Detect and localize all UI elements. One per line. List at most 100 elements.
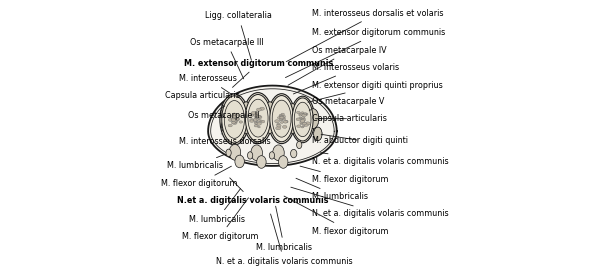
Ellipse shape	[247, 152, 253, 159]
Ellipse shape	[221, 120, 229, 132]
Ellipse shape	[296, 141, 302, 149]
Ellipse shape	[296, 118, 300, 121]
Ellipse shape	[272, 100, 291, 137]
Ellipse shape	[280, 116, 283, 118]
Text: M. abductor digiti quinti: M. abductor digiti quinti	[312, 134, 408, 145]
Ellipse shape	[302, 122, 307, 125]
Ellipse shape	[233, 118, 237, 120]
Ellipse shape	[258, 126, 260, 128]
Ellipse shape	[250, 120, 254, 122]
Ellipse shape	[257, 156, 266, 168]
Ellipse shape	[280, 118, 283, 121]
Ellipse shape	[248, 99, 268, 137]
Ellipse shape	[254, 124, 258, 127]
Ellipse shape	[277, 117, 280, 119]
Text: M. lumbricalis: M. lumbricalis	[190, 189, 245, 224]
Ellipse shape	[281, 118, 284, 120]
Ellipse shape	[233, 119, 237, 122]
Ellipse shape	[280, 122, 283, 123]
Ellipse shape	[303, 113, 307, 115]
Ellipse shape	[232, 119, 235, 121]
Ellipse shape	[251, 111, 256, 114]
Text: N. et a. digitalis volaris communis: N. et a. digitalis volaris communis	[312, 153, 448, 166]
Ellipse shape	[285, 120, 288, 122]
Text: M. extensor digitorum communis: M. extensor digitorum communis	[286, 28, 445, 78]
Text: M. interosseus dorsalis et volaris: M. interosseus dorsalis et volaris	[286, 9, 443, 62]
Ellipse shape	[231, 119, 236, 122]
Text: N. et a. digitalis volaris communis: N. et a. digitalis volaris communis	[291, 187, 448, 218]
Text: Os metacarpale V: Os metacarpale V	[309, 97, 384, 110]
Ellipse shape	[275, 120, 280, 123]
Text: M. extensor digitorum communis: M. extensor digitorum communis	[184, 59, 334, 88]
Ellipse shape	[277, 123, 280, 125]
Ellipse shape	[265, 119, 275, 133]
Text: M. flexor digitorum: M. flexor digitorum	[284, 196, 388, 235]
Ellipse shape	[296, 111, 300, 114]
Ellipse shape	[288, 104, 298, 119]
Ellipse shape	[270, 95, 293, 142]
Ellipse shape	[304, 124, 308, 126]
Text: M. interosseus dorsalis: M. interosseus dorsalis	[179, 134, 271, 146]
Ellipse shape	[307, 109, 319, 129]
Text: Capsula articularis: Capsula articularis	[312, 114, 386, 123]
Ellipse shape	[283, 118, 286, 120]
Ellipse shape	[250, 119, 254, 121]
Ellipse shape	[235, 155, 244, 168]
Ellipse shape	[299, 113, 303, 116]
Ellipse shape	[232, 113, 236, 115]
Ellipse shape	[301, 117, 305, 120]
Text: M. lumbricalis: M. lumbricalis	[296, 178, 368, 201]
Ellipse shape	[300, 123, 303, 125]
Ellipse shape	[299, 117, 302, 119]
Ellipse shape	[280, 116, 283, 118]
Ellipse shape	[299, 115, 301, 116]
Ellipse shape	[277, 124, 281, 127]
Ellipse shape	[279, 115, 281, 117]
Ellipse shape	[244, 93, 272, 144]
Ellipse shape	[283, 120, 287, 123]
Ellipse shape	[233, 120, 236, 122]
Ellipse shape	[254, 117, 257, 119]
Ellipse shape	[254, 121, 257, 123]
Ellipse shape	[290, 96, 315, 143]
Ellipse shape	[294, 102, 311, 137]
Ellipse shape	[226, 149, 231, 156]
Ellipse shape	[304, 113, 307, 115]
Ellipse shape	[292, 98, 313, 141]
Ellipse shape	[253, 118, 258, 121]
Ellipse shape	[229, 144, 241, 160]
Ellipse shape	[289, 120, 297, 133]
Text: M. lumbricalis: M. lumbricalis	[167, 155, 224, 171]
Text: Ligg. collateralia: Ligg. collateralia	[205, 11, 272, 60]
Ellipse shape	[259, 120, 262, 122]
Text: M. flexor digitorum: M. flexor digitorum	[161, 166, 237, 188]
Ellipse shape	[280, 114, 282, 116]
Ellipse shape	[280, 119, 283, 120]
Text: M. lumbricalis: M. lumbricalis	[256, 206, 312, 252]
Ellipse shape	[224, 101, 244, 138]
Ellipse shape	[301, 126, 304, 128]
Ellipse shape	[256, 113, 259, 115]
Ellipse shape	[314, 127, 322, 141]
Ellipse shape	[233, 120, 237, 122]
Ellipse shape	[229, 118, 233, 121]
Ellipse shape	[250, 114, 254, 117]
Ellipse shape	[300, 119, 305, 122]
Ellipse shape	[241, 119, 251, 133]
Text: M. interosseus volaris: M. interosseus volaris	[293, 63, 399, 94]
Ellipse shape	[283, 125, 287, 128]
Ellipse shape	[301, 117, 304, 119]
Polygon shape	[208, 86, 337, 166]
Ellipse shape	[281, 118, 283, 120]
Ellipse shape	[297, 125, 301, 127]
Ellipse shape	[232, 114, 238, 117]
Ellipse shape	[234, 118, 239, 121]
Ellipse shape	[256, 122, 262, 125]
Ellipse shape	[300, 120, 304, 124]
Text: N. et a. digitalis volaris communis: N. et a. digitalis volaris communis	[216, 214, 353, 266]
Ellipse shape	[255, 123, 257, 124]
Ellipse shape	[231, 114, 235, 117]
Ellipse shape	[222, 96, 247, 143]
Text: M. extensor digiti quinti proprius: M. extensor digiti quinti proprius	[308, 81, 443, 102]
Ellipse shape	[257, 120, 260, 122]
